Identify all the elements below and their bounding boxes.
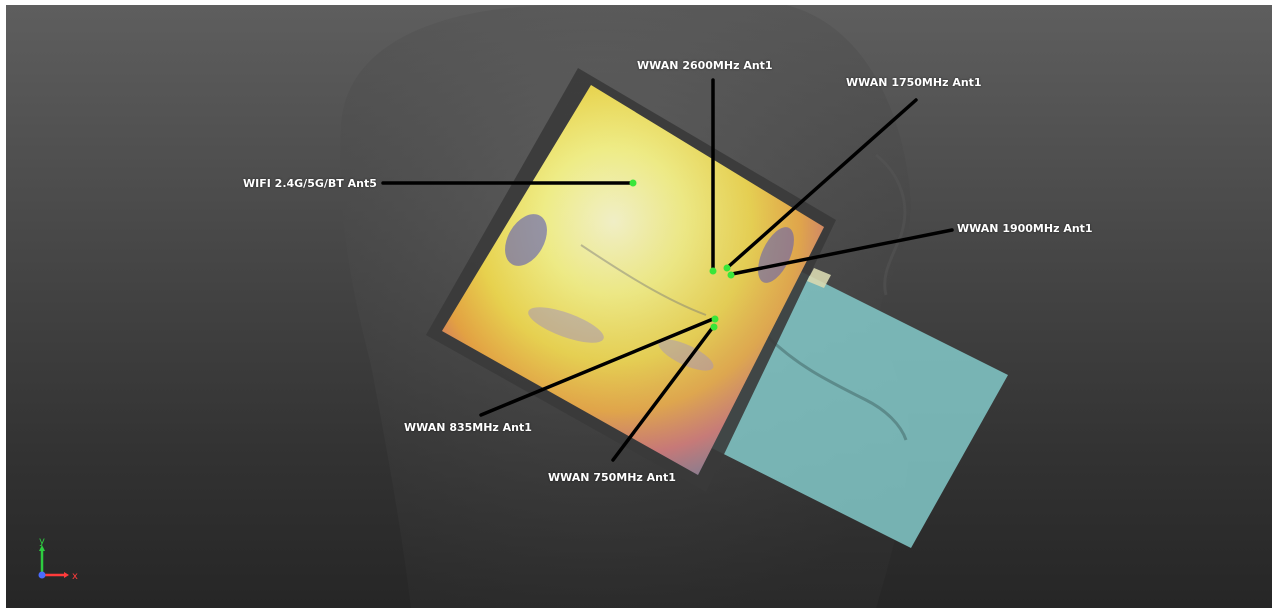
- antenna-label-750: WWAN 750MHz Ant1: [548, 471, 676, 484]
- antenna-label-2600: WWAN 2600MHz Ant1: [637, 59, 773, 72]
- 3d-viewport[interactable]: WIFI 2.4G/5G/BT Ant5 WWAN 2600MHz Ant1 W…: [6, 5, 1272, 608]
- feed-point-750[interactable]: [710, 323, 718, 331]
- feed-point-835[interactable]: [711, 315, 719, 323]
- leader-line-1900: [730, 228, 954, 276]
- leader-line-750: [611, 325, 715, 462]
- z-axis-dot: [38, 571, 46, 579]
- axis-triad-graphic: y x: [38, 536, 78, 582]
- x-axis-label: x: [72, 571, 78, 582]
- x-axis-arrow: [64, 572, 69, 578]
- phone-corner-marker: [807, 268, 831, 288]
- antenna-label-wifi: WIFI 2.4G/5G/BT Ant5: [243, 177, 377, 190]
- antenna-label-1750: WWAN 1750MHz Ant1: [846, 76, 982, 89]
- antenna-label-1900: WWAN 1900MHz Ant1: [957, 222, 1093, 235]
- ear-contour: [875, 153, 907, 296]
- antenna-label-835: WWAN 835MHz Ant1: [404, 421, 532, 434]
- feed-points: [629, 179, 735, 331]
- sar-scene: [340, 5, 1008, 608]
- y-axis-label: y: [39, 537, 45, 547]
- leader-line-835: [479, 317, 715, 417]
- feed-point-2600[interactable]: [709, 267, 717, 275]
- feed-point-wifi[interactable]: [629, 179, 637, 187]
- axis-triad: y x: [32, 536, 82, 582]
- feed-point-1750[interactable]: [723, 264, 731, 272]
- y-axis-arrow: [39, 545, 45, 551]
- phone-contour: [764, 333, 908, 441]
- leader-lines: [381, 78, 954, 462]
- leader-line-1750: [726, 98, 918, 269]
- feed-point-1900[interactable]: [727, 271, 735, 279]
